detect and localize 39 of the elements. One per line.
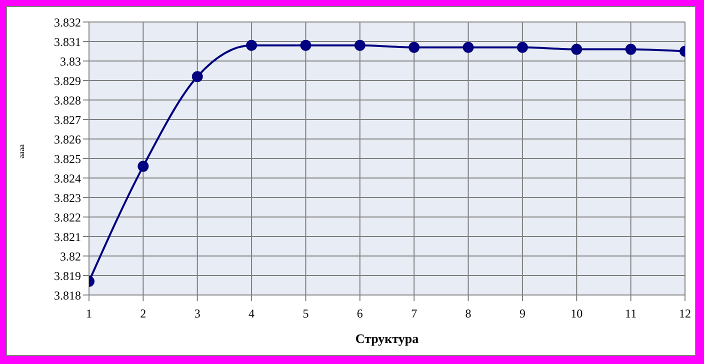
x-tick-label: 6	[356, 306, 363, 321]
x-tick-label: 7	[411, 306, 418, 321]
y-axis-title: аааа	[16, 144, 26, 158]
y-tick-label: 3.818	[54, 288, 81, 302]
x-axis-title: Структура	[355, 331, 420, 346]
point	[408, 42, 420, 53]
point	[354, 40, 366, 51]
x-tick-label: 11	[625, 306, 637, 321]
x-tick-label: 4	[248, 306, 255, 321]
y-tick-label: 3.83	[60, 54, 81, 68]
point	[138, 160, 149, 172]
y-tick-label: 3.825	[54, 152, 81, 166]
point	[192, 71, 203, 82]
point	[516, 42, 528, 53]
y-tick-label: 3.831	[54, 34, 81, 49]
y-tick-label: 3.827	[54, 112, 81, 127]
y-tick-label: 3.819	[54, 268, 81, 283]
y-tick-label: 3.832	[54, 15, 81, 30]
y-tick-label: 3.829	[54, 74, 81, 88]
y-tick-label: 3.821	[54, 230, 81, 244]
y-tick-label: 3.823	[54, 190, 81, 205]
point	[246, 40, 258, 51]
y-tick-label: 3.822	[54, 210, 81, 224]
y-tick-label: 3.82	[60, 249, 81, 264]
x-tick-label: 9	[519, 306, 526, 321]
x-tick-label: 5	[302, 306, 309, 321]
point	[462, 42, 474, 53]
point	[625, 44, 636, 55]
x-tick-label: 10	[570, 306, 583, 321]
y-tick-label: 3.826	[54, 132, 81, 146]
x-tick-label: 2	[140, 306, 146, 321]
x-tick-label: 12	[679, 306, 691, 321]
point	[571, 44, 582, 55]
x-tick-label: 3	[194, 306, 200, 321]
point	[300, 40, 312, 51]
y-tick-label: 3.828	[54, 93, 81, 108]
x-tick-label: 8	[465, 306, 472, 321]
y-tick-label: 3.824	[54, 171, 81, 186]
x-tick-label: 1	[86, 306, 92, 321]
